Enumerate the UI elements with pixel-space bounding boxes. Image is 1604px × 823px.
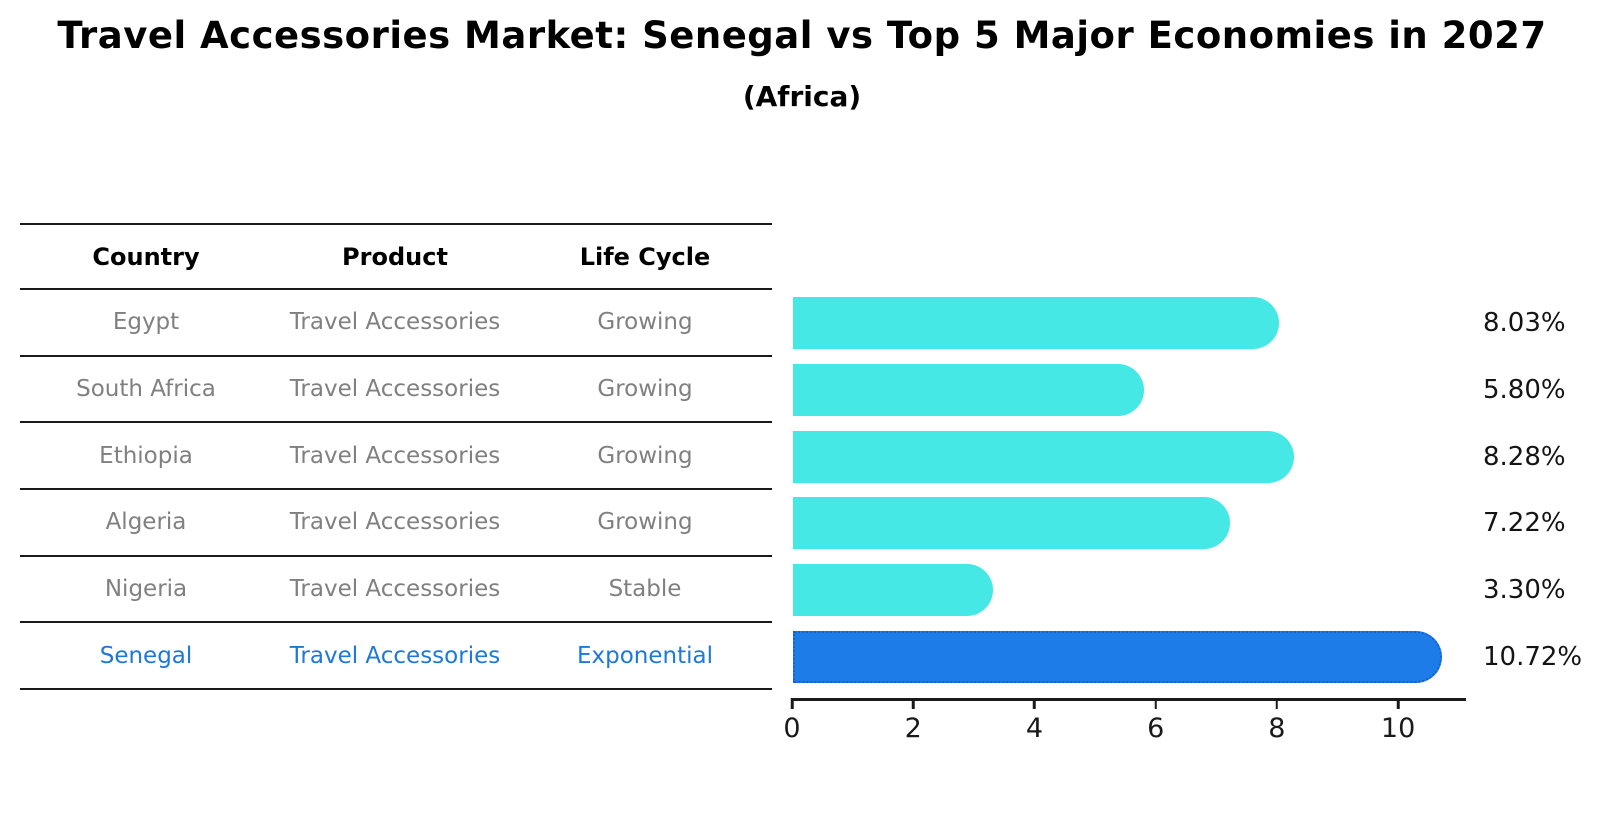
x-tick — [911, 698, 915, 709]
table-header-life-cycle: Life Cycle — [579, 242, 711, 271]
cell-life-cycle: Stable — [608, 575, 682, 602]
table-row: Nigeria Travel Accessories Stable — [20, 557, 772, 624]
bar-south-africa — [793, 364, 1145, 416]
table-header-product: Product — [342, 242, 448, 271]
value-label-senegal: 10.72% — [1483, 642, 1583, 672]
bar-egypt — [793, 297, 1279, 350]
bar-senegal-highlighted — [793, 630, 1442, 683]
table-row: Algeria Travel Accessories Growing — [20, 490, 772, 557]
value-label-south-africa: 5.80% — [1483, 375, 1566, 405]
cell-country: Algeria — [105, 509, 187, 536]
x-tick-label: 8 — [1268, 713, 1286, 744]
x-tick-label: 0 — [783, 713, 801, 744]
cell-country: Ethiopia — [99, 442, 193, 469]
cell-product: Travel Accessories — [289, 442, 501, 469]
x-tick — [1275, 698, 1279, 709]
bar-plot-area — [793, 290, 1466, 690]
table-body: Egypt Travel Accessories Growing South A… — [20, 290, 772, 690]
table-row-highlighted: Senegal Travel Accessories Exponential — [20, 623, 772, 690]
bar-ethiopia — [793, 430, 1295, 483]
cell-product: Travel Accessories — [289, 375, 501, 402]
chart-subtitle: (Africa) — [742, 80, 862, 113]
cell-country: Nigeria — [104, 575, 188, 602]
chart-title: Travel Accessories Market: Senegal vs To… — [57, 14, 1547, 57]
cell-life-cycle: Growing — [597, 442, 693, 469]
cell-life-cycle: Growing — [597, 309, 693, 336]
cell-country: Senegal — [99, 642, 193, 669]
x-axis-line — [792, 698, 1466, 701]
table-row: Ethiopia Travel Accessories Growing — [20, 423, 772, 490]
value-label-ethiopia: 8.28% — [1483, 442, 1566, 472]
table-header-country: Country — [92, 242, 200, 271]
value-label-nigeria: 3.30% — [1483, 575, 1566, 605]
x-tick-label: 6 — [1147, 713, 1165, 744]
cell-product: Travel Accessories — [289, 309, 501, 336]
table-row: Egypt Travel Accessories Growing — [20, 290, 772, 357]
cell-product: Travel Accessories — [289, 509, 501, 536]
value-label-algeria: 7.22% — [1483, 508, 1566, 538]
table-header-row: Country Product Life Cycle — [20, 223, 772, 290]
cell-country: South Africa — [76, 375, 216, 402]
bar-nigeria — [793, 564, 993, 616]
cell-life-cycle: Growing — [597, 509, 693, 536]
x-tick-label: 10 — [1380, 713, 1416, 744]
table-row: South Africa Travel Accessories Growing — [20, 357, 772, 424]
cell-country: Egypt — [112, 309, 180, 336]
cell-life-cycle: Exponential — [576, 642, 713, 669]
bar-algeria — [793, 497, 1230, 550]
value-label-egypt: 8.03% — [1483, 308, 1566, 338]
cell-life-cycle: Growing — [597, 375, 693, 402]
x-tick-label: 2 — [904, 713, 922, 744]
x-tick — [1154, 698, 1157, 709]
x-tick — [790, 698, 794, 709]
x-tick-label: 4 — [1025, 713, 1044, 744]
x-axis: 0 2 4 6 8 10 — [783, 698, 1466, 758]
cell-product: Travel Accessories — [289, 642, 501, 669]
x-tick — [1033, 698, 1036, 709]
x-tick — [1396, 698, 1400, 709]
cell-product: Travel Accessories — [289, 575, 501, 602]
